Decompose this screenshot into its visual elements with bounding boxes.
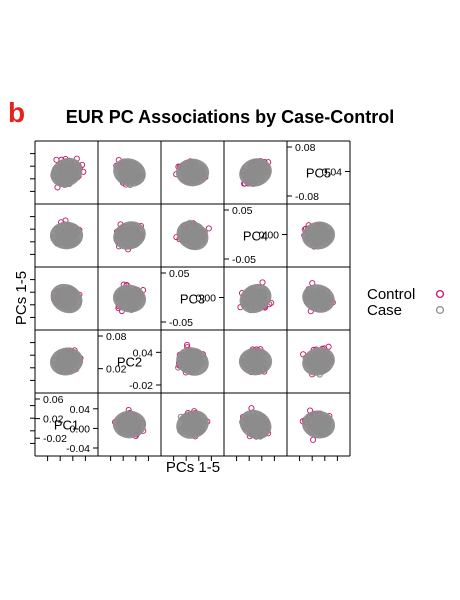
tick-label: 0.02 — [43, 414, 64, 426]
tick-label: 0.00 — [70, 423, 91, 435]
point-cloud-core — [50, 222, 83, 250]
tick-label: -0.05 — [232, 254, 256, 266]
tick-label: -0.02 — [43, 433, 67, 445]
point-cloud-core — [234, 278, 277, 319]
point-cloud-core — [172, 406, 213, 444]
scatter-panel — [172, 342, 213, 380]
tick-label: 0.05 — [232, 205, 253, 217]
scatter-panel — [300, 408, 338, 443]
scatter-panel — [111, 282, 149, 315]
point-cloud-core — [45, 278, 88, 319]
point-cloud-core — [176, 159, 209, 187]
point-cloud-core — [109, 217, 150, 255]
scatter-panel — [109, 217, 150, 255]
scatter-panel — [234, 278, 277, 319]
tick-label: 0.04 — [70, 404, 91, 416]
point-cloud-core — [234, 404, 277, 445]
scatter-panel — [298, 343, 339, 381]
point-cloud-core — [300, 408, 338, 441]
tick-label: 0.05 — [169, 268, 190, 280]
scatter-panel — [45, 278, 88, 319]
tick-label: 0.02 — [106, 364, 127, 376]
point-cloud-core — [298, 343, 339, 381]
scatter-panel — [45, 152, 88, 193]
legend-label-control: Control — [367, 286, 415, 303]
legend-marker-control — [437, 291, 444, 298]
scatter-panel — [48, 345, 86, 378]
x-axis-title: PCs 1-5 — [166, 459, 220, 476]
tick-label: -0.05 — [169, 317, 193, 329]
scatter-panel — [50, 218, 83, 249]
point-cloud-core — [239, 348, 272, 376]
point-cloud-core — [109, 154, 150, 192]
point-cloud-core — [48, 345, 86, 378]
tick-label: -0.08 — [295, 191, 319, 203]
scatter-panel — [171, 215, 214, 256]
scatter-panel — [300, 219, 338, 252]
tick-label: 0.08 — [295, 142, 316, 154]
legend-label-case: Case — [367, 302, 402, 319]
tick-label: -0.02 — [129, 380, 153, 392]
point-cloud-core — [45, 152, 88, 193]
tick-label: 0.00 — [259, 230, 280, 242]
point-cloud-core — [171, 215, 214, 256]
point-cloud-core — [113, 411, 146, 439]
tick-label: -0.04 — [66, 443, 90, 455]
scatter-panel — [113, 407, 147, 438]
tick-label: 0.06 — [43, 394, 64, 406]
tick-label: 0.08 — [106, 331, 127, 343]
scatter-panel — [174, 159, 210, 187]
matrix-cells: PC50.080.04-0.08PC40.050.00-0.05PC30.050… — [35, 142, 350, 455]
scatter-panel — [172, 406, 213, 444]
point-cloud-core — [300, 219, 338, 252]
scatter-panel — [109, 154, 150, 192]
scatter-panel — [239, 347, 272, 376]
point-cloud-core — [235, 154, 276, 192]
point-cloud-core — [298, 280, 339, 318]
point-cloud-core — [172, 343, 213, 381]
y-axis-title: PCs 1-5 — [13, 271, 30, 325]
tick-label: 0.00 — [196, 293, 217, 305]
scatter-panel — [234, 404, 277, 445]
legend-marker-case — [437, 307, 444, 314]
scatter-panel — [235, 154, 276, 192]
scatter-panel — [298, 280, 339, 318]
tick-label: 0.04 — [322, 167, 343, 179]
tick-label: 0.04 — [133, 347, 154, 359]
